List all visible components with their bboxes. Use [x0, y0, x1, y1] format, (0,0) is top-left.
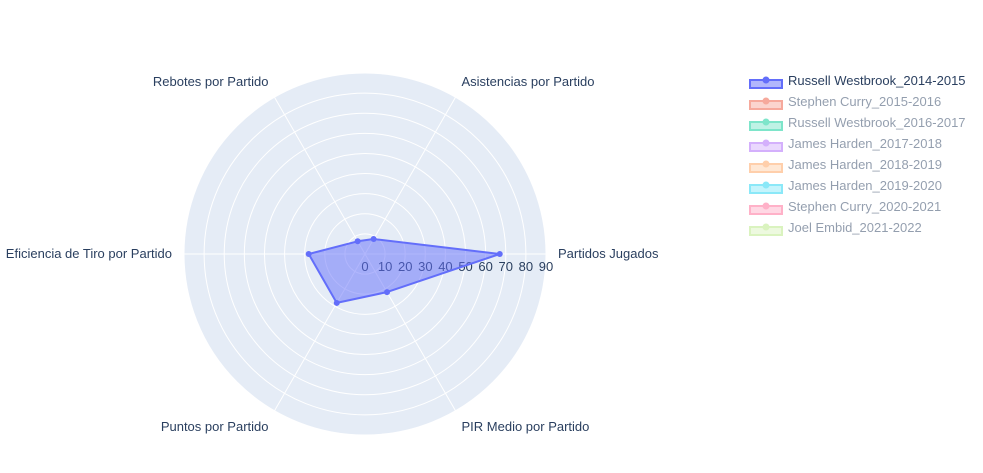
data-point: [305, 251, 312, 257]
data-point: [384, 289, 391, 296]
angular-axis-label: Partidos Jugados: [558, 246, 659, 261]
angular-axis-labels: Partidos Jugados Asistencias por Partido R…: [6, 74, 659, 434]
radial-tick-label: 80: [519, 259, 533, 274]
legend-label: James Harden_2018-2019: [788, 157, 942, 172]
angular-axis-label: PIR Medio por Partido: [462, 419, 590, 434]
legend-item[interactable]: Joel Embid_2021-2022: [749, 220, 922, 236]
legend-swatch-marker: [762, 202, 770, 210]
legend-swatch-marker: [762, 76, 770, 84]
radial-tick-label: 70: [499, 259, 513, 274]
legend-label: Stephen Curry_2015-2016: [788, 94, 941, 109]
radar-traces: [305, 236, 503, 306]
data-point: [354, 238, 361, 245]
data-point: [370, 236, 377, 243]
grid-spoke: [364, 96, 456, 255]
angular-axis-label: Asistencias por Partido: [462, 74, 595, 89]
legend-item[interactable]: James Harden_2018-2019: [749, 157, 942, 173]
angular-axis-label: Puntos por Partido: [161, 419, 269, 434]
legend-label: Stephen Curry_2020-2021: [788, 199, 941, 214]
legend-label: James Harden_2017-2018: [788, 136, 942, 151]
legend-item[interactable]: James Harden_2019-2020: [749, 178, 942, 194]
radial-tick-label: 90: [539, 259, 553, 274]
legend-swatch-marker: [762, 97, 770, 105]
grid-spoke: [274, 96, 366, 255]
legend-swatch-marker: [762, 160, 770, 168]
legend-item[interactable]: Stephen Curry_2015-2016: [749, 94, 941, 110]
legend-item[interactable]: Russell Westbrook_2014-2015: [749, 73, 966, 89]
legend-swatch-marker: [762, 118, 770, 126]
legend-swatch-marker: [762, 139, 770, 147]
legend: Russell Westbrook_2014-2015 Stephen Curry…: [749, 73, 966, 236]
angular-axis-label: Rebotes por Partido: [153, 74, 269, 89]
legend-swatch-marker: [762, 223, 770, 231]
legend-item[interactable]: Stephen Curry_2020-2021: [749, 199, 941, 215]
legend-item[interactable]: James Harden_2017-2018: [749, 136, 942, 152]
radial-tick-label: 60: [478, 259, 492, 274]
legend-item[interactable]: Russell Westbrook_2016-2017: [749, 115, 966, 131]
legend-label: Russell Westbrook_2014-2015: [788, 73, 966, 88]
data-point: [333, 299, 340, 306]
angular-axis-label: Eficiencia de Tiro por Partido: [6, 246, 172, 261]
data-point: [496, 251, 503, 257]
legend-label: Joel Embid_2021-2022: [788, 220, 922, 235]
legend-label: James Harden_2019-2020: [788, 178, 942, 193]
legend-swatch-marker: [762, 181, 770, 189]
legend-label: Russell Westbrook_2016-2017: [788, 115, 966, 130]
